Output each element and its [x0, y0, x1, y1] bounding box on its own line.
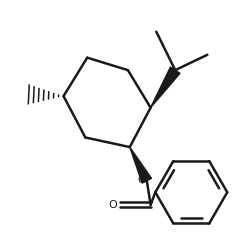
Text: O: O	[137, 175, 146, 185]
Polygon shape	[130, 147, 151, 183]
Text: O: O	[109, 200, 117, 210]
Polygon shape	[151, 67, 180, 108]
